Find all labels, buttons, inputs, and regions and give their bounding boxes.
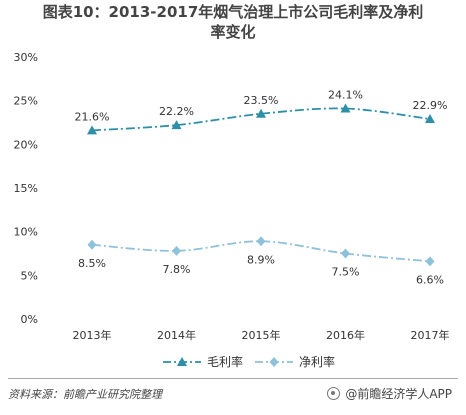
series-layer: 21.6% 22.2% 23.5% 24.1% 22.9% 8.5% 7.8% 8.9% 7.5… <box>75 89 448 287</box>
data-label: 8.9% <box>247 253 275 266</box>
line-chart: 0% 5% 10% 15% 20% 25% 30% 2013年 2014年 2015年 2016年… <box>14 51 450 369</box>
chart-title: 图表10：2013-2017年烟气治理上市公司毛利率及净利 率变化 <box>0 2 466 42</box>
footer-divider <box>8 378 458 379</box>
series-line-net-margin <box>91 240 431 263</box>
data-label: 8.5% <box>78 257 106 270</box>
data-label: 7.8% <box>163 263 191 276</box>
legend: 毛利率 净利率 <box>163 354 335 369</box>
data-label: 6.6% <box>416 273 444 286</box>
data-label: 22.2% <box>159 105 194 118</box>
x-tick-label: 2017年 <box>411 328 450 342</box>
y-tick-label: 5% <box>21 269 38 282</box>
data-point <box>425 114 435 124</box>
x-tick-label: 2014年 <box>157 328 196 342</box>
data-label: 24.1% <box>328 89 363 102</box>
brand-logo-icon <box>327 387 341 400</box>
x-tick-label: 2016年 <box>326 328 365 342</box>
data-point <box>425 256 435 267</box>
footer: 资料来源：前瞻产业研究院整理 @前瞻经济学人APP <box>0 378 466 415</box>
legend-marker <box>177 357 187 366</box>
legend-label: 净利率 <box>299 354 335 369</box>
data-point <box>340 103 351 113</box>
y-tick-label: 30% <box>14 51 38 64</box>
data-label: 21.6% <box>75 110 110 123</box>
data-label: 23.5% <box>244 94 279 107</box>
data-point <box>87 125 97 135</box>
y-axis: 0% 5% 10% 15% 20% 25% 30% <box>14 51 38 326</box>
x-tick-label: 2015年 <box>242 328 281 342</box>
data-point <box>87 239 97 250</box>
x-axis: 2013年 2014年 2015年 2016年 2017年 <box>73 328 450 342</box>
y-tick-label: 20% <box>14 138 38 151</box>
y-tick-label: 0% <box>21 313 38 326</box>
legend-marker <box>269 357 279 367</box>
data-point <box>172 245 181 256</box>
data-label: 22.9% <box>413 99 448 112</box>
brand-text: @前瞻经济学人APP <box>345 387 452 401</box>
y-tick-label: 15% <box>14 182 38 195</box>
chart-title-line1: 图表10：2013-2017年烟气治理上市公司毛利率及净利 <box>42 3 424 21</box>
data-label: 7.5% <box>332 266 360 279</box>
brand-credit: @前瞻经济学人APP <box>327 385 452 402</box>
chart-title-line2: 率变化 <box>210 23 256 41</box>
data-point <box>171 120 182 130</box>
series-line-gross-margin <box>91 107 431 132</box>
x-tick-label: 2013年 <box>73 328 112 342</box>
y-tick-label: 10% <box>14 226 38 239</box>
legend-label: 毛利率 <box>207 354 243 369</box>
data-point <box>256 108 266 118</box>
y-tick-label: 25% <box>14 95 38 108</box>
data-point <box>256 236 266 247</box>
source-note: 资料来源：前瞻产业研究院整理 <box>8 388 162 401</box>
data-point <box>341 248 350 259</box>
